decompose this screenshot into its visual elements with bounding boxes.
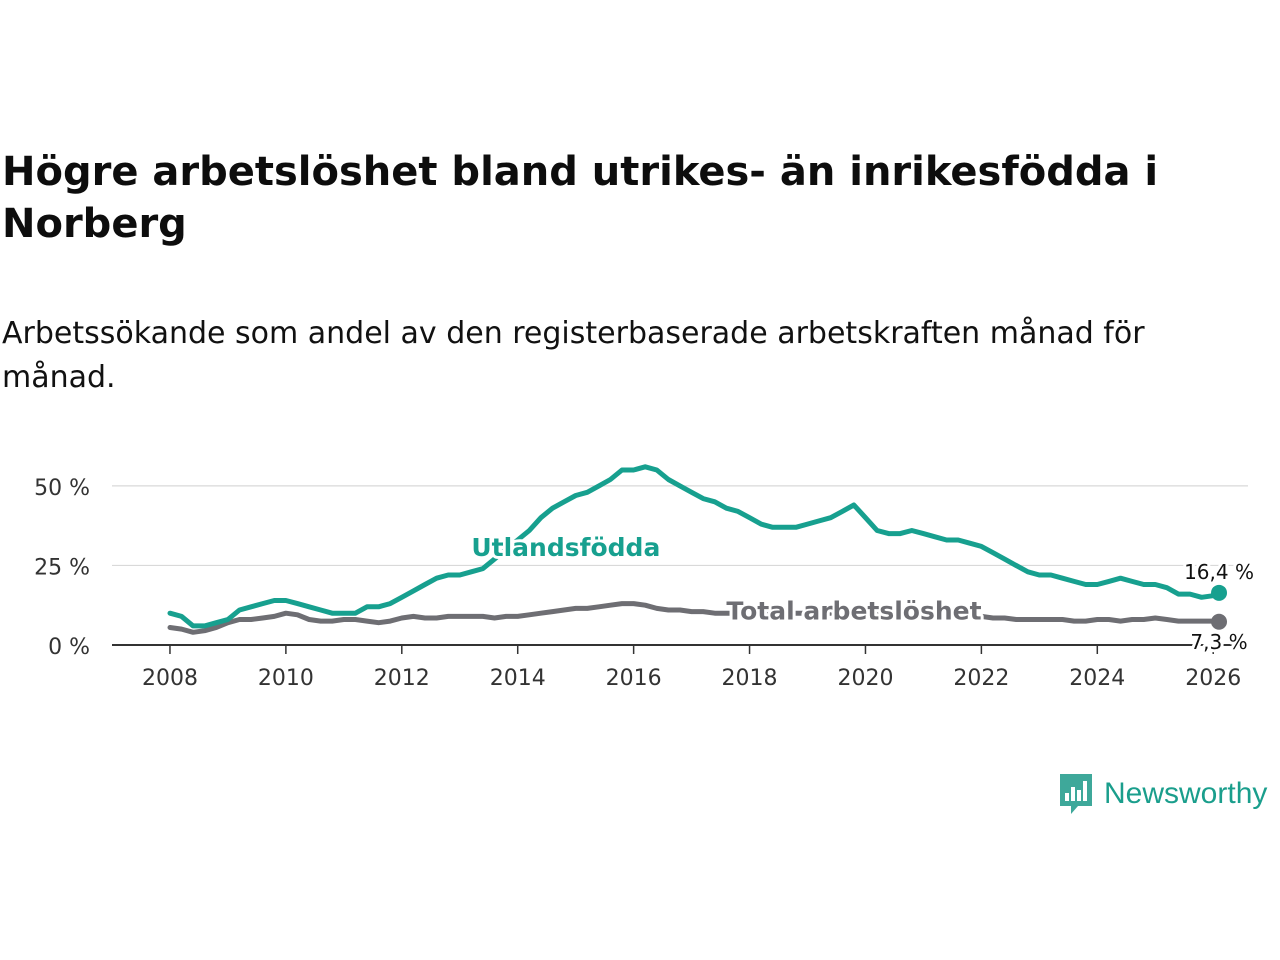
chart-title: Högre arbetslöshet bland utrikes- än inr… xyxy=(2,149,1159,247)
y-tick-label: 0 % xyxy=(48,635,90,660)
series-line-total xyxy=(167,601,1222,635)
brand-logo: Newsworthy xyxy=(1058,772,1267,816)
newsworthy-logo-icon xyxy=(1060,774,1092,814)
end-value-label-utlandsfodda: 16,4 % xyxy=(1184,560,1254,584)
x-tick-label: 2018 xyxy=(722,666,778,691)
x-tick-label: 2008 xyxy=(142,666,198,691)
series-labels: Utlandsfödda Total arbetslöshet 16,4 % 7… xyxy=(468,530,1257,657)
y-axis-tick-labels: 0 % 25 % 50 % xyxy=(34,476,90,660)
line-chart: 0 % 25 % 50 % 2008 2010 2012 2014 2016 2018 2020… xyxy=(34,464,1257,691)
brand-name: Newsworthy xyxy=(1104,777,1268,810)
x-axis-ticks: 2008 2010 2012 2014 2016 2018 2020 2022 2024 2026 xyxy=(142,645,1241,691)
x-tick-label: 2022 xyxy=(953,666,1009,691)
end-point-utlandsfodda xyxy=(1211,584,1228,601)
x-tick-label: 2010 xyxy=(258,666,314,691)
series-lines xyxy=(167,464,1228,635)
x-tick-label: 2020 xyxy=(837,666,893,691)
x-tick-label: 2024 xyxy=(1069,666,1125,691)
series-line-utlandsfodda xyxy=(167,464,1222,629)
end-value-label-total: 7,3 % xyxy=(1190,630,1247,654)
chart-subtitle: Arbetssökande som andel av den registerb… xyxy=(2,316,1145,395)
x-tick-label: 2014 xyxy=(490,666,546,691)
x-tick-label: 2026 xyxy=(1185,666,1241,691)
end-point-total xyxy=(1211,613,1228,630)
x-tick-label: 2012 xyxy=(374,666,430,691)
y-tick-label: 50 % xyxy=(34,476,90,501)
y-tick-label: 25 % xyxy=(34,555,90,580)
series-label-utlandsfodda: Utlandsfödda xyxy=(471,533,660,562)
x-tick-label: 2016 xyxy=(606,666,662,691)
series-label-total: Total arbetslöshet xyxy=(726,597,981,626)
gridlines xyxy=(112,485,1248,567)
